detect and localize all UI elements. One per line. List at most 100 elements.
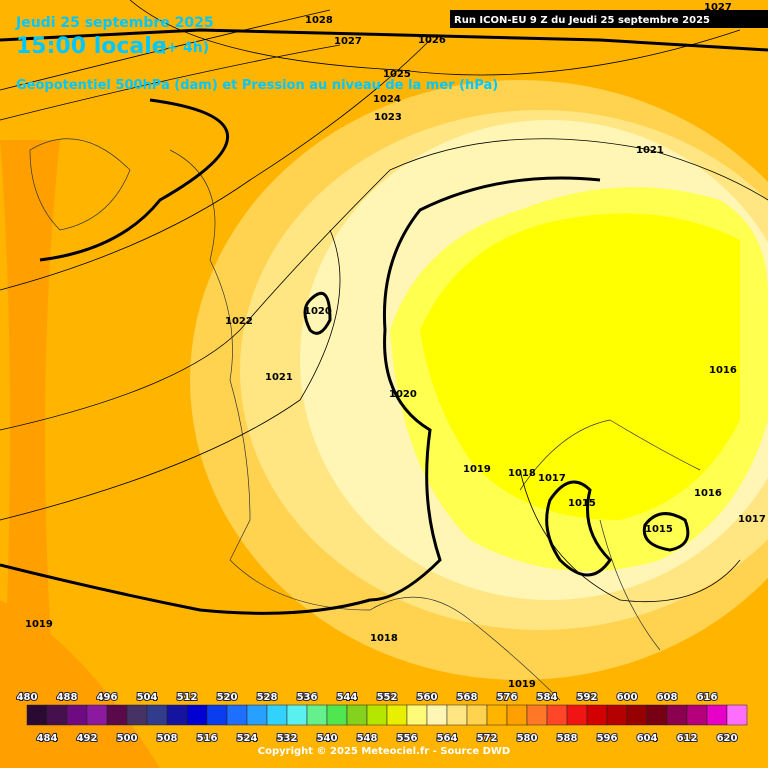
legend-swatch <box>626 704 648 726</box>
legend-swatch <box>526 704 548 726</box>
isobar-label: 1021 <box>265 372 293 383</box>
legend-swatch <box>686 704 708 726</box>
isobar <box>0 229 741 603</box>
legend-label: 584 <box>537 692 558 703</box>
isobar-label: 1019 <box>508 679 536 690</box>
legend-swatch <box>466 704 488 726</box>
legend-label: 556 <box>397 733 418 744</box>
legend-label: 568 <box>457 692 478 703</box>
isobar-label: 1016 <box>694 488 722 499</box>
legend-swatch <box>706 704 728 726</box>
isobar-label: 1017 <box>738 514 766 525</box>
legend-swatch <box>46 704 68 726</box>
legend-label: 604 <box>637 733 658 744</box>
legend-label: 480 <box>17 692 38 703</box>
legend-swatch <box>666 704 688 726</box>
coastline-uk <box>29 138 131 231</box>
isobar-label: 1020 <box>304 306 332 317</box>
isobar-label: 1024 <box>373 94 401 105</box>
isobar-1015 <box>545 480 690 577</box>
legend-label: 592 <box>577 692 598 703</box>
coastline-italy <box>519 419 701 651</box>
subtitle: Geopotentiel 500hPa (dam) et Pression au… <box>16 78 498 93</box>
legend-label: 576 <box>497 692 518 703</box>
isobar-label: 1026 <box>418 35 446 46</box>
legend-label: 528 <box>257 692 278 703</box>
legend-label: 612 <box>677 733 698 744</box>
isobar-label: 1028 <box>305 15 333 26</box>
legend-swatch <box>206 704 228 726</box>
isobar <box>0 0 741 291</box>
band-576-sw <box>0 600 160 768</box>
legend-label: 516 <box>197 733 218 744</box>
legend-label: 512 <box>177 692 198 703</box>
legend-swatch <box>66 704 88 726</box>
isobar-label: 1018 <box>508 468 536 479</box>
run-banner <box>450 10 768 28</box>
legend-label: 596 <box>597 733 618 744</box>
legend-swatch <box>226 704 248 726</box>
legend-swatch <box>246 704 268 726</box>
legend-label: 488 <box>57 692 78 703</box>
isobar-label: 1022 <box>225 316 253 327</box>
legend-swatch <box>86 704 108 726</box>
legend-swatch <box>266 704 288 726</box>
legend-label: 484 <box>37 733 58 744</box>
isobar-label: 1023 <box>374 112 402 123</box>
run-label: Run ICON-EU 9 Z du Jeudi 25 septembre 20… <box>454 15 710 26</box>
isobar-label: 1015 <box>645 524 673 535</box>
isobar-thick <box>0 28 768 335</box>
legend-swatch <box>426 704 448 726</box>
legend-label: 564 <box>437 733 458 744</box>
isobar-label: 1017 <box>538 473 566 484</box>
date: Jeudi 25 septembre 2025 <box>15 15 214 31</box>
legend-label: 616 <box>697 692 718 703</box>
legend-label: 548 <box>357 733 378 744</box>
legend-label: 532 <box>277 733 298 744</box>
legend-swatch <box>506 704 528 726</box>
coastline <box>169 149 561 701</box>
legend-label: 504 <box>137 692 158 703</box>
legend-swatch <box>606 704 628 726</box>
legend-label: 572 <box>477 733 498 744</box>
legend-swatch <box>406 704 428 726</box>
time: 15:00 locale <box>16 34 167 59</box>
legend-label: 588 <box>557 733 578 744</box>
legend-label: 520 <box>217 692 238 703</box>
legend-swatch <box>446 704 468 726</box>
isobar-label: 1027 <box>704 2 732 13</box>
legend-swatch <box>386 704 408 726</box>
legend-label: 620 <box>717 733 738 744</box>
legend-label: 580 <box>517 733 538 744</box>
isobar-label: 1019 <box>25 619 53 630</box>
legend-swatch <box>286 704 308 726</box>
legend-swatch <box>146 704 168 726</box>
legend-swatch <box>586 704 608 726</box>
legend-label: 540 <box>317 733 338 744</box>
legend-swatch <box>326 704 348 726</box>
legend-label: 496 <box>97 692 118 703</box>
isobar-label: 1027 <box>334 36 362 47</box>
legend-swatch <box>366 704 388 726</box>
band-552 <box>420 213 740 521</box>
legend-swatch <box>546 704 568 726</box>
legend-label: 492 <box>77 733 98 744</box>
legend-label: 536 <box>297 692 318 703</box>
legend-swatch <box>166 704 188 726</box>
legend-label: 600 <box>617 692 638 703</box>
legend-swatch <box>566 704 588 726</box>
isobar-label: 1020 <box>389 389 417 400</box>
isobar-label: 1015 <box>568 498 596 509</box>
legend-swatch <box>306 704 328 726</box>
copyright: Copyright © 2025 Meteociel.fr - Source D… <box>258 746 510 757</box>
legend-swatch <box>486 704 508 726</box>
legend-swatch <box>346 704 368 726</box>
isobar-1020 <box>0 176 601 615</box>
legend-label: 552 <box>377 692 398 703</box>
legend-label: 560 <box>417 692 438 703</box>
legend-swatch <box>126 704 148 726</box>
isobar-label: 1021 <box>636 145 664 156</box>
legend-swatch <box>726 704 748 726</box>
